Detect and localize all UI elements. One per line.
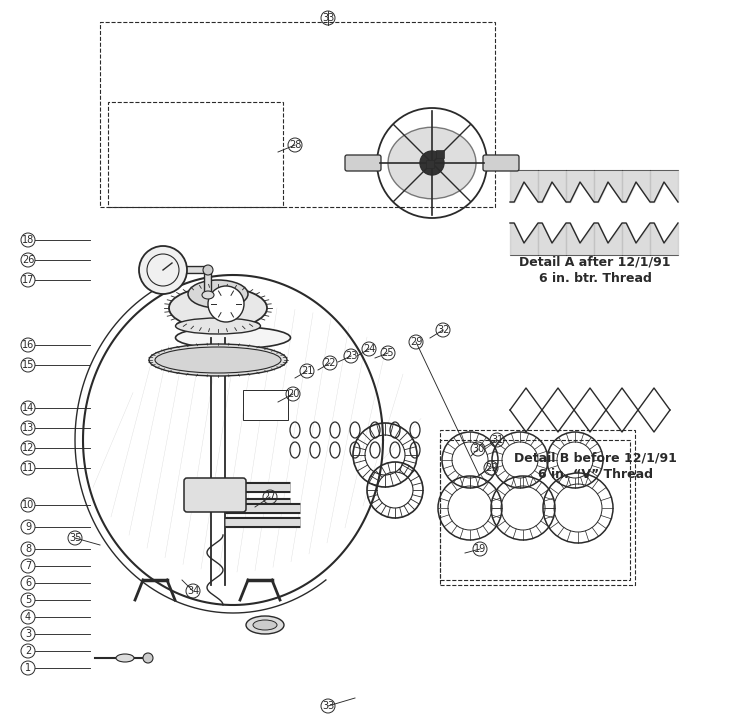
Text: 29: 29 — [410, 337, 422, 347]
Bar — [243, 390, 288, 420]
Ellipse shape — [175, 318, 260, 334]
Text: 6 in. “V” Thread: 6 in. “V” Thread — [538, 468, 653, 481]
Text: Detail A after 12/1/91: Detail A after 12/1/91 — [519, 256, 671, 269]
Circle shape — [143, 653, 153, 663]
Text: 5: 5 — [25, 595, 31, 605]
Text: 23: 23 — [345, 351, 357, 361]
Text: 4: 4 — [25, 612, 31, 622]
Ellipse shape — [188, 280, 248, 308]
Ellipse shape — [202, 291, 214, 299]
Text: 30: 30 — [472, 444, 484, 454]
FancyBboxPatch shape — [483, 155, 519, 171]
Text: 8: 8 — [25, 544, 31, 554]
Text: 3: 3 — [25, 629, 31, 639]
Bar — [440, 430, 635, 585]
Circle shape — [203, 265, 213, 275]
Text: 28: 28 — [289, 140, 302, 150]
Text: Detail B before 12/1/91: Detail B before 12/1/91 — [514, 452, 677, 465]
Text: 27: 27 — [264, 492, 276, 502]
Text: 6: 6 — [25, 578, 31, 588]
FancyBboxPatch shape — [345, 155, 381, 171]
Text: 14: 14 — [22, 403, 34, 413]
Text: 2: 2 — [25, 646, 31, 656]
Text: 25: 25 — [382, 348, 394, 358]
Text: 32: 32 — [437, 325, 449, 335]
Text: 29: 29 — [485, 463, 497, 473]
Text: 34: 34 — [187, 586, 199, 596]
FancyBboxPatch shape — [184, 478, 246, 512]
Ellipse shape — [175, 327, 290, 349]
Text: 16: 16 — [22, 340, 34, 350]
Bar — [440, 440, 630, 580]
Bar — [436, 150, 444, 158]
Circle shape — [208, 286, 244, 322]
Text: 11: 11 — [22, 463, 34, 473]
Ellipse shape — [169, 287, 267, 329]
Text: 19: 19 — [474, 544, 486, 554]
Bar — [100, 22, 495, 207]
Text: 13: 13 — [22, 423, 34, 433]
Text: 20: 20 — [287, 389, 299, 399]
Text: 33: 33 — [322, 13, 334, 23]
Ellipse shape — [155, 347, 281, 373]
Text: 6 in. btr. Thread: 6 in. btr. Thread — [538, 272, 651, 285]
Bar — [426, 160, 434, 168]
Circle shape — [420, 151, 444, 175]
Circle shape — [139, 246, 187, 294]
Text: 9: 9 — [25, 522, 31, 532]
Ellipse shape — [149, 344, 287, 376]
Text: 31: 31 — [491, 435, 503, 445]
Text: 35: 35 — [69, 533, 81, 543]
Text: 7: 7 — [25, 561, 31, 571]
Text: 33: 33 — [322, 701, 334, 711]
Bar — [108, 102, 283, 207]
Text: 15: 15 — [22, 360, 34, 370]
Text: 10: 10 — [22, 500, 34, 510]
Text: 12: 12 — [22, 443, 34, 453]
Text: 24: 24 — [362, 344, 375, 354]
Ellipse shape — [116, 654, 134, 662]
Text: 1: 1 — [25, 663, 31, 673]
Text: 21: 21 — [301, 366, 313, 376]
Text: 26: 26 — [22, 255, 34, 265]
Text: 18: 18 — [22, 235, 34, 245]
Ellipse shape — [246, 616, 284, 634]
Text: 22: 22 — [324, 358, 336, 368]
Text: 17: 17 — [22, 275, 34, 285]
Ellipse shape — [253, 620, 277, 630]
Ellipse shape — [388, 127, 476, 199]
